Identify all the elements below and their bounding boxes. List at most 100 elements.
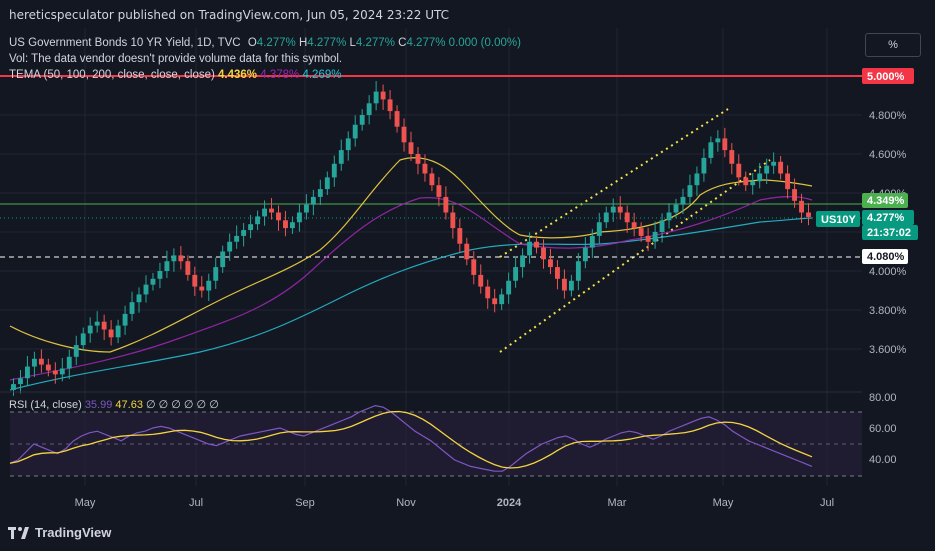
candle-body xyxy=(631,222,637,229)
tradingview-logo-icon xyxy=(8,526,30,539)
symbol-title[interactable]: US Government Bonds 10 YR Yield, 1D, TVC xyxy=(9,37,241,49)
candle-body xyxy=(471,259,477,275)
candle-body xyxy=(248,224,254,231)
price-tag-text: US10Y xyxy=(821,214,857,226)
time-tick-label: Nov xyxy=(396,497,416,509)
candle-body xyxy=(736,163,742,178)
header-bar: hereticspeculator published on TradingVi… xyxy=(0,0,935,28)
candle-body xyxy=(283,220,288,229)
candle-body xyxy=(422,163,428,174)
price-tags: 5.000% 4.349% US10Y 4.277% 21:37:02 4.080% xyxy=(816,68,918,264)
rsi-axis[interactable]: 80.00 60.00 40.00 xyxy=(869,392,897,466)
candle-body xyxy=(213,267,219,281)
price-tick-label: 3.800% xyxy=(869,305,907,317)
rsi-value: 35.99 xyxy=(84,399,113,411)
channel-upper-line[interactable] xyxy=(499,108,729,258)
footer-brand[interactable]: TradingView xyxy=(8,525,111,540)
candle-body xyxy=(366,103,372,115)
price-tag-box xyxy=(816,211,860,227)
price-tick-label: 3.600% xyxy=(869,344,907,356)
candle-body xyxy=(192,274,198,287)
price-tag-box xyxy=(862,225,918,240)
tema-label[interactable]: TEMA (50, 100, 200, close, close, close) xyxy=(9,69,215,81)
publisher-line: hereticspeculator published on TradingVi… xyxy=(9,8,450,22)
candle-body xyxy=(80,333,86,346)
candle-body xyxy=(806,212,811,217)
candle-body xyxy=(234,235,240,242)
candle-body xyxy=(394,111,400,127)
candle-body xyxy=(436,185,442,197)
symbol-row[interactable]: US Government Bonds 10 YR Yield, 1D, TVC… xyxy=(9,35,521,51)
candle-body xyxy=(157,271,163,279)
candle-body xyxy=(290,222,295,229)
price-tag-box xyxy=(862,249,908,264)
candle-body xyxy=(708,142,714,158)
candle-body xyxy=(171,255,177,262)
candle-body xyxy=(624,212,630,223)
candle-body xyxy=(478,274,484,287)
candle-body xyxy=(443,196,449,213)
candle-body xyxy=(520,255,526,268)
price-tag-text: 4.277% xyxy=(867,212,905,224)
candle-body xyxy=(324,177,330,190)
candle-body xyxy=(568,280,574,291)
candle-body xyxy=(610,206,616,213)
rsi-tick-label: 80.00 xyxy=(869,392,897,404)
candle-body xyxy=(638,228,644,236)
candle-body xyxy=(701,157,707,174)
candle-body xyxy=(555,267,560,279)
percent-scale-button[interactable]: % xyxy=(865,33,921,57)
candle-body xyxy=(792,189,798,201)
candle-body xyxy=(464,243,470,260)
price-tag-text: 21:37:02 xyxy=(867,227,911,239)
time-axis[interactable]: May Jul Sep Nov 2024 Mar May Jul xyxy=(75,497,834,509)
time-tick-label: May xyxy=(75,497,96,509)
candle-body xyxy=(408,142,414,154)
candle-body xyxy=(352,124,358,139)
rsi-extra-values: ∅ ∅ ∅ ∅ ∅ ∅ xyxy=(146,399,219,411)
candle-body xyxy=(401,126,407,143)
channel-lower-line[interactable] xyxy=(499,159,771,353)
candle-series xyxy=(11,81,811,396)
candle-body xyxy=(387,99,393,112)
candle-body xyxy=(457,228,463,244)
candle-body xyxy=(757,173,763,182)
tema-row[interactable]: TEMA (50, 100, 200, close, close, close)… xyxy=(9,67,521,83)
candle-body xyxy=(603,212,609,223)
grid-lines xyxy=(0,28,862,486)
price-axis[interactable]: 4.800%4.600%4.400%4.000%3.800%3.600% xyxy=(869,110,907,356)
rsi-legend[interactable]: RSI (14, close) 35.99 47.63 ∅ ∅ ∅ ∅ ∅ ∅ xyxy=(9,398,219,411)
candle-body xyxy=(269,208,274,213)
ohlc-close-label: C xyxy=(398,37,407,49)
chart-legend: US Government Bonds 10 YR Yield, 1D, TVC… xyxy=(9,35,521,83)
candle-body xyxy=(785,173,791,190)
footer-brand-text: TradingView xyxy=(35,525,112,540)
tema-value-50: 4.436% xyxy=(218,69,258,81)
candle-body xyxy=(415,154,421,164)
tema-200-line xyxy=(9,217,813,391)
candle-body xyxy=(596,222,602,236)
candle-body xyxy=(722,138,728,151)
candle-body xyxy=(527,241,532,256)
candle-body xyxy=(694,173,700,186)
rsi-label[interactable]: RSI (14, close) xyxy=(9,399,82,411)
candle-body xyxy=(185,261,191,275)
candle-body xyxy=(534,241,539,248)
candle-body xyxy=(485,286,491,299)
candle-body xyxy=(659,220,665,232)
candle-body xyxy=(506,280,512,295)
candle-body xyxy=(380,91,386,100)
candle-body xyxy=(652,232,658,242)
price-tag-box xyxy=(862,68,914,84)
price-tick-label: 4.800% xyxy=(869,110,907,122)
price-tick-label: 4.600% xyxy=(869,149,907,161)
candle-body xyxy=(764,165,770,174)
candle-body xyxy=(129,302,135,314)
candle-body xyxy=(199,286,205,291)
candle-body xyxy=(317,189,323,197)
candle-body xyxy=(38,358,44,365)
tema-50-line xyxy=(9,157,813,353)
candle-body xyxy=(450,212,456,229)
time-tick-label: May xyxy=(713,497,734,509)
